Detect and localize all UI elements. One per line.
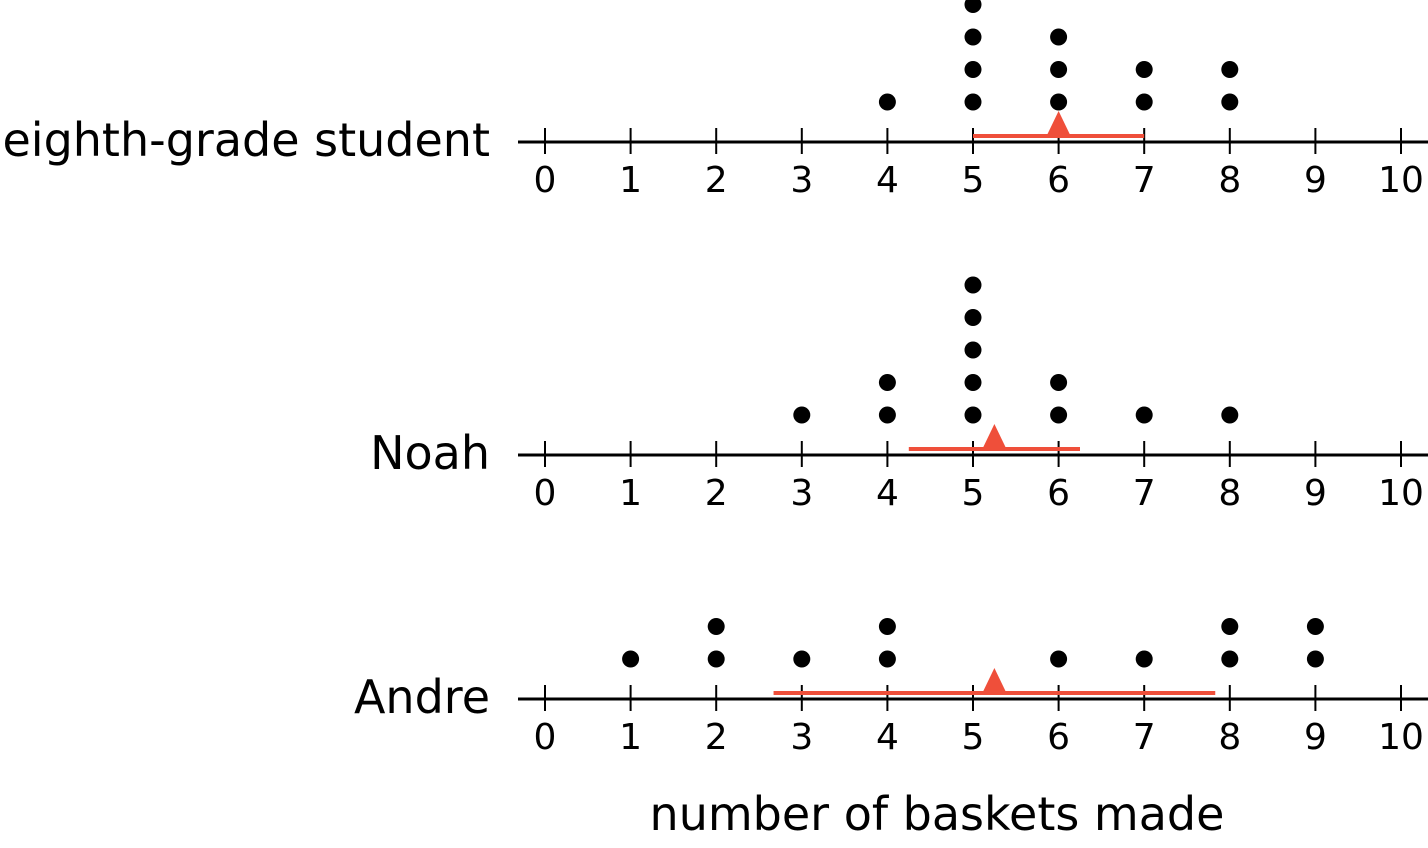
data-dot <box>1050 651 1067 668</box>
data-dot <box>965 342 982 359</box>
tick-label: 1 <box>619 473 642 514</box>
data-dot <box>879 94 896 111</box>
tick-label: 8 <box>1218 473 1241 514</box>
tick-label: 4 <box>876 717 899 758</box>
tick-label: 10 <box>1378 717 1424 758</box>
tick-label: 6 <box>1047 160 1070 201</box>
data-dot <box>965 29 982 46</box>
data-dot <box>879 374 896 391</box>
tick-label: 7 <box>1133 473 1156 514</box>
data-dot <box>1221 94 1238 111</box>
data-dot <box>793 407 810 424</box>
tick-label: 2 <box>705 160 728 201</box>
data-dot <box>1136 651 1153 668</box>
data-dot <box>879 651 896 668</box>
dot-plot-2: Andre 0 1 2 3 4 5 6 7 8 9 10 <box>354 618 1428 758</box>
data-dot <box>1050 61 1067 78</box>
data-dot <box>1050 407 1067 424</box>
x-axis-label: number of baskets made <box>650 787 1225 841</box>
tick-label: 2 <box>705 717 728 758</box>
data-dot <box>965 407 982 424</box>
tick-label: 10 <box>1378 473 1424 514</box>
data-dot <box>708 651 725 668</box>
tick-label: 5 <box>962 717 985 758</box>
data-dot <box>1307 618 1324 635</box>
tick-label: 6 <box>1047 717 1070 758</box>
row-label: Noah <box>370 426 490 480</box>
tick-label: 3 <box>790 717 813 758</box>
data-dot <box>1136 61 1153 78</box>
tick-label: 10 <box>1378 160 1424 201</box>
tick-label: 5 <box>962 160 985 201</box>
data-dot <box>965 0 982 13</box>
row-label: eighth-grade student <box>3 113 491 167</box>
tick-label: 0 <box>534 473 557 514</box>
tick-label: 9 <box>1304 717 1327 758</box>
tick-label: 9 <box>1304 160 1327 201</box>
mean-marker <box>981 424 1007 451</box>
data-dot <box>1307 651 1324 668</box>
data-dot <box>1050 374 1067 391</box>
mean-marker <box>981 668 1007 695</box>
row-label: Andre <box>354 670 490 724</box>
tick-label: 2 <box>705 473 728 514</box>
data-dot <box>965 61 982 78</box>
data-dot <box>965 277 982 294</box>
data-dot <box>1050 29 1067 46</box>
tick-label: 4 <box>876 473 899 514</box>
tick-label: 9 <box>1304 473 1327 514</box>
data-dot <box>1136 407 1153 424</box>
data-dot <box>622 651 639 668</box>
data-dot <box>1221 61 1238 78</box>
tick-label: 3 <box>790 473 813 514</box>
data-dot <box>965 374 982 391</box>
tick-label: 8 <box>1218 717 1241 758</box>
data-dot <box>879 407 896 424</box>
mean-marker <box>1046 111 1072 138</box>
data-dot <box>965 309 982 326</box>
tick-label: 1 <box>619 160 642 201</box>
data-dot <box>879 618 896 635</box>
data-dot <box>793 651 810 668</box>
tick-label: 7 <box>1133 717 1156 758</box>
tick-label: 7 <box>1133 160 1156 201</box>
dot-plot-0: eighth-grade student 0 1 2 3 4 5 6 7 8 9 10 <box>3 0 1428 201</box>
data-dot <box>1136 94 1153 111</box>
tick-label: 0 <box>534 717 557 758</box>
data-dot <box>1050 94 1067 111</box>
data-dot <box>1221 407 1238 424</box>
tick-label: 3 <box>790 160 813 201</box>
tick-label: 8 <box>1218 160 1241 201</box>
data-dot <box>1221 651 1238 668</box>
tick-label: 6 <box>1047 473 1070 514</box>
tick-label: 4 <box>876 160 899 201</box>
data-dot <box>1221 618 1238 635</box>
tick-label: 0 <box>534 160 557 201</box>
data-dot <box>708 618 725 635</box>
data-dot <box>965 94 982 111</box>
tick-label: 5 <box>962 473 985 514</box>
dot-plot-1: Noah 0 1 2 3 4 5 6 7 8 9 10 <box>370 277 1428 515</box>
tick-label: 1 <box>619 717 642 758</box>
